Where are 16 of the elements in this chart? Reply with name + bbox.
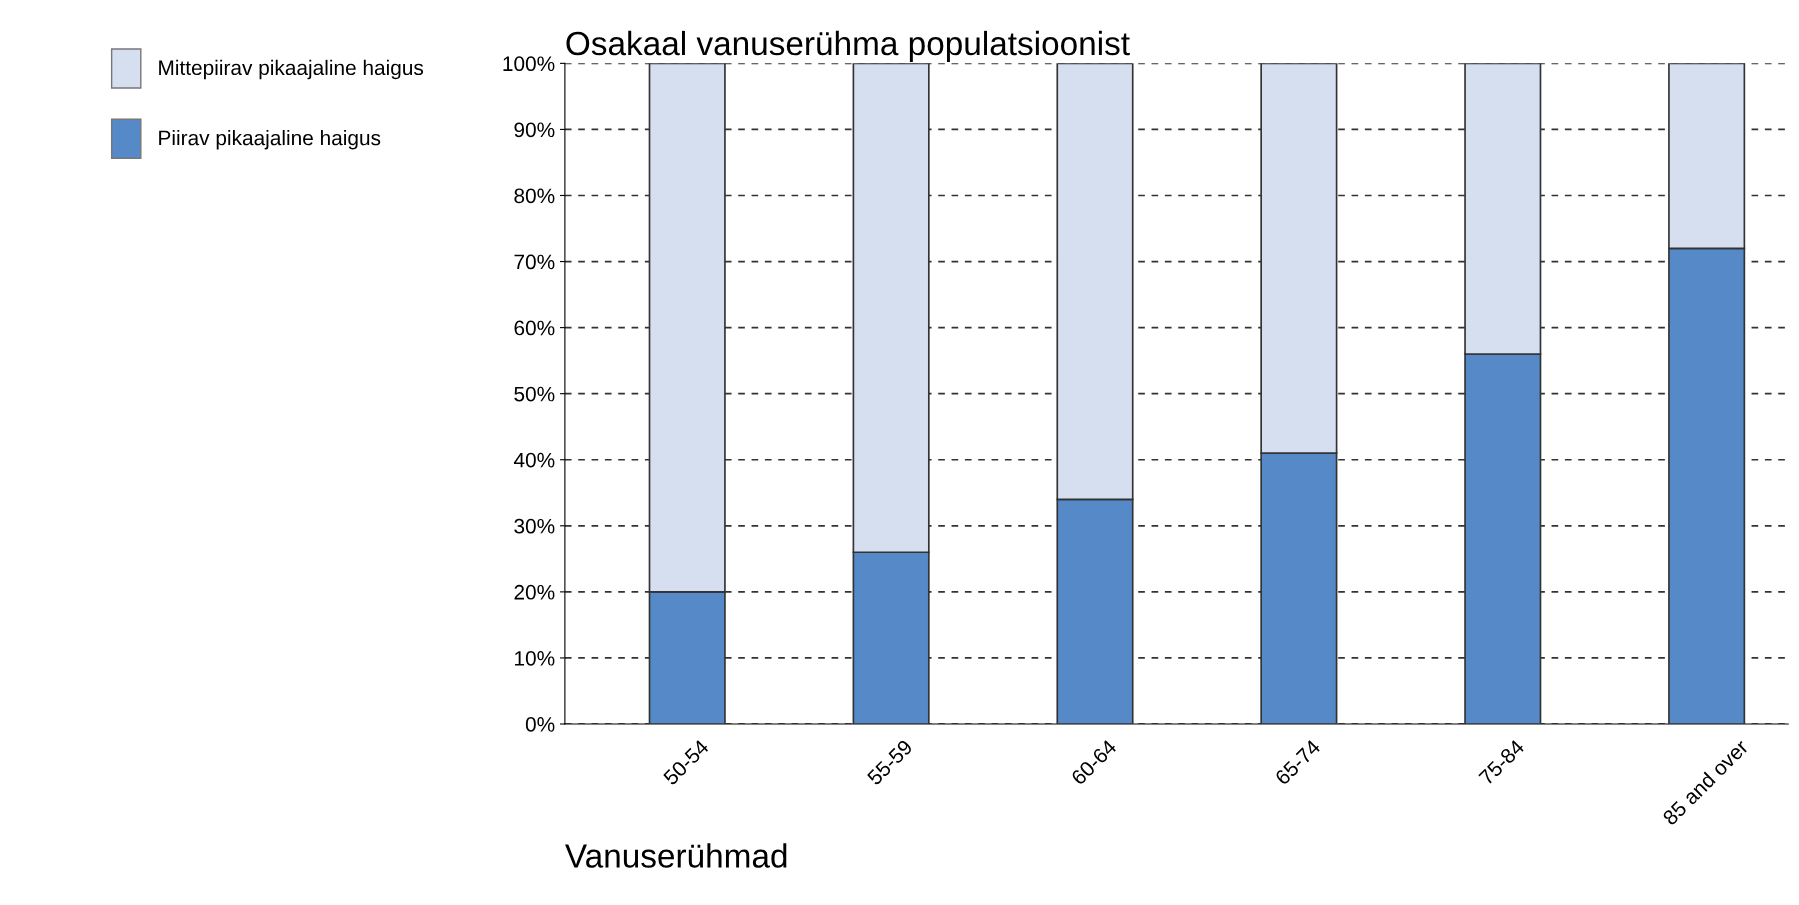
y-tick-label: 70%: [514, 254, 555, 270]
x-tick-label: 85 and over: [1661, 738, 1750, 826]
y-tick-label: 90%: [514, 122, 555, 138]
y-tick-label: 30%: [514, 518, 555, 534]
y-tick-label: 50%: [514, 386, 555, 402]
y-tick-label: 60%: [514, 320, 555, 336]
y-tick-label: 80%: [514, 188, 555, 204]
chart-title: Osakaal vanuserühma populatsioonist: [566, 30, 1130, 62]
legend-label: Piirav pikaajaline haigus: [159, 130, 381, 150]
y-tick-label: 40%: [513, 452, 555, 468]
legend-label: Mittepiirav pikaajaline haigus: [159, 59, 424, 80]
y-tick-label: 20%: [514, 584, 555, 600]
y-tick-label: 100%: [503, 56, 555, 72]
x-axis-title: Vanuserühmad: [565, 843, 787, 868]
y-tick-label: 10%: [515, 650, 555, 666]
y-tick-label: 0%: [525, 717, 555, 732]
